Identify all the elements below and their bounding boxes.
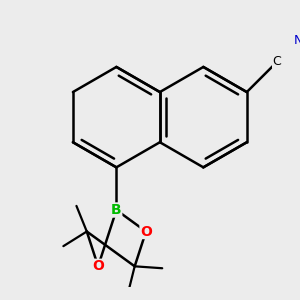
- Text: B: B: [111, 203, 122, 217]
- Text: O: O: [92, 259, 104, 273]
- Text: N: N: [294, 34, 300, 47]
- Text: C: C: [273, 56, 281, 68]
- Text: O: O: [140, 224, 152, 239]
